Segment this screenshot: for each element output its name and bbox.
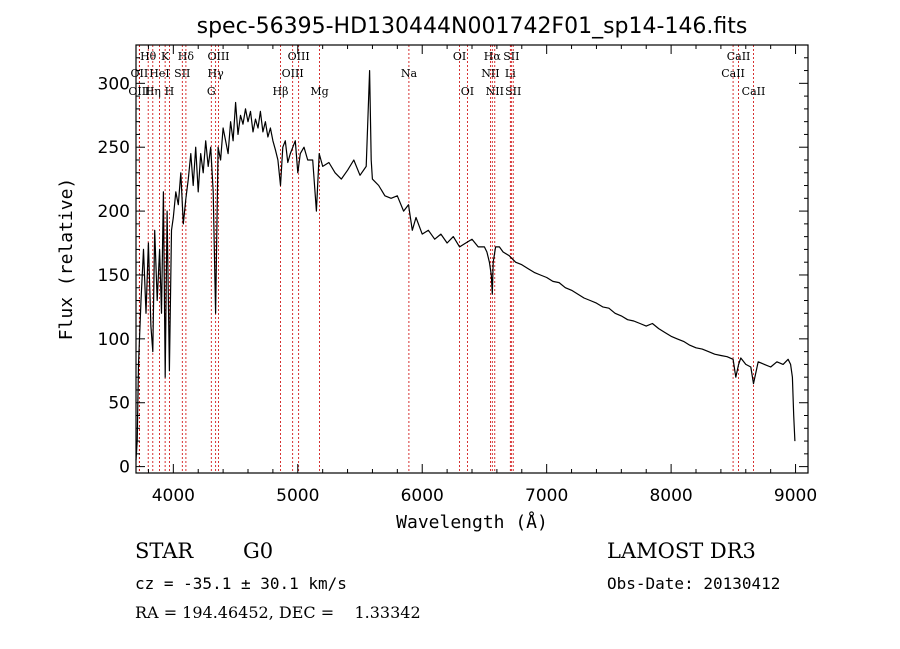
redshift-readout: cz = -35.1 ± 30.1 km/s — [135, 574, 347, 593]
chart-title: spec-56395-HD130444N001742F01_sp14-146.f… — [197, 14, 748, 39]
spectral-line-label: OIII — [288, 50, 310, 63]
spectral-line-label: OIII — [207, 50, 229, 63]
spectral-line-label: SII — [505, 85, 521, 98]
spectrum-series-layer — [135, 69, 796, 461]
spectral-line-label: Hβ — [273, 85, 289, 98]
x-axis: 4000 5000 6000 7000 8000 9000 — [147, 45, 817, 506]
object-subclass: G0 — [243, 539, 274, 563]
observation-date: Obs-Date: 20130412 — [607, 574, 781, 593]
spectral-line-label: SII — [503, 50, 519, 63]
spectral-line-label: OIII — [282, 67, 304, 80]
spectral-line-label: Na — [401, 67, 418, 80]
spectral-line-label: OII — [131, 67, 149, 80]
spectral-line-labels: Hθ OII OIII K HeI Hη H Hδ SII OIII Hγ G Hβ OIII OIII Mg… — [128, 50, 765, 98]
spectral-line-label: Hθ — [140, 50, 157, 63]
spectral-line-label: Hα — [484, 50, 502, 63]
spectrum-series-line — [135, 69, 796, 461]
spectral-line-label: Mg — [310, 85, 328, 98]
spectral-line-label: CaII — [727, 50, 751, 63]
spectral-line-label: HeI — [149, 67, 169, 80]
spectral-line-markers — [138, 45, 754, 473]
x-tick-label: 8000 — [649, 486, 692, 506]
y-tick-label: 200 — [98, 202, 130, 222]
plot-frame — [135, 44, 809, 474]
spectral-line-label: Hη — [145, 85, 161, 98]
spectral-line-label: OI — [461, 85, 474, 98]
spectral-line-label: SII — [174, 67, 190, 80]
y-axis: 0 50 100 150 200 250 300 — [98, 57, 808, 478]
object-class: STAR — [135, 539, 194, 563]
spectral-line-label: Hγ — [208, 67, 225, 80]
spectral-line-label: OI — [453, 50, 466, 63]
survey-name: LAMOST DR3 — [607, 539, 756, 563]
x-tick-label: 9000 — [774, 486, 817, 506]
spectral-line-label: H — [165, 85, 175, 98]
y-tick-label: 0 — [119, 458, 130, 478]
spectral-line-label: CaII — [721, 67, 745, 80]
spectral-line-label: NII — [486, 85, 504, 98]
y-tick-label: 100 — [98, 330, 130, 350]
y-tick-label: 150 — [98, 266, 130, 286]
y-axis-label: Flux (relative) — [56, 178, 77, 341]
spectral-line-label: NII — [481, 67, 499, 80]
spectral-line-label: CaII — [742, 85, 766, 98]
spectral-line-label: Li — [505, 67, 516, 80]
spectral-line-label: G — [207, 85, 216, 98]
x-axis-label: Wavelength (Å) — [396, 511, 548, 533]
spectral-line-label: OIII — [128, 85, 150, 98]
x-tick-label: 5000 — [276, 486, 319, 506]
x-tick-label: 7000 — [525, 486, 568, 506]
spectral-line-label: Hδ — [178, 50, 195, 63]
coordinates-readout: RA = 194.46452, DEC = 1.33342 — [135, 603, 421, 622]
y-tick-label: 300 — [98, 74, 130, 94]
spectral-line-label: K — [161, 50, 170, 63]
y-tick-label: 250 — [98, 138, 130, 158]
y-tick-label: 50 — [108, 394, 130, 414]
x-tick-label: 4000 — [152, 486, 195, 506]
x-tick-label: 6000 — [401, 486, 444, 506]
